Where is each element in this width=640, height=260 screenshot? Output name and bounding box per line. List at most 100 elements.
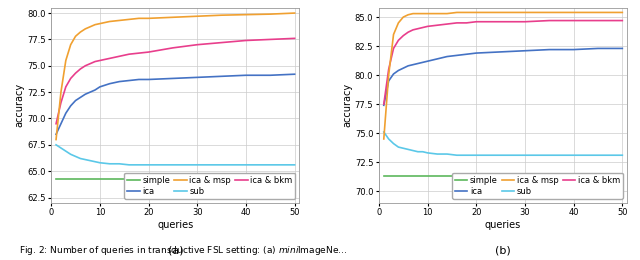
simple (594, 174, 602, 178)
sub (497, 154, 504, 157)
ica & msp (218, 14, 225, 17)
sub (218, 163, 225, 166)
ica & msp (385, 74, 392, 77)
ica & msp (399, 16, 407, 19)
sub (414, 150, 422, 153)
ica & msp (77, 30, 84, 34)
sub (193, 163, 201, 166)
ica & msp (81, 27, 89, 30)
sub (385, 137, 392, 140)
ica (125, 79, 133, 82)
simple (77, 177, 84, 180)
ica & bkm (218, 41, 225, 44)
ica & bkm (497, 20, 504, 23)
sub (444, 152, 451, 155)
ica (218, 75, 225, 78)
ica & msp (291, 11, 298, 15)
ica & bkm (96, 59, 104, 62)
ica & msp (545, 11, 553, 14)
Y-axis label: accuracy: accuracy (14, 83, 24, 127)
Line: ica & bkm: ica & bkm (384, 21, 622, 104)
ica & bkm (169, 46, 177, 49)
sub (145, 163, 152, 166)
simple (106, 177, 113, 180)
ica & bkm (409, 28, 417, 31)
ica (291, 73, 298, 76)
ica & bkm (135, 51, 143, 55)
ica (62, 112, 70, 115)
simple (62, 177, 70, 180)
simple (472, 174, 480, 178)
ica & bkm (463, 21, 470, 24)
simple (52, 177, 60, 180)
simple (419, 174, 427, 178)
sub (618, 154, 626, 157)
ica & msp (390, 33, 397, 36)
ica (399, 67, 407, 70)
simple (409, 174, 417, 178)
ica & bkm (106, 57, 113, 60)
Y-axis label: accuracy: accuracy (342, 83, 352, 127)
Legend: simple, ica, ica & msp, sub, ica & bkm: simple, ica, ica & msp, sub, ica & bkm (452, 173, 623, 199)
ica & msp (463, 11, 470, 14)
simple (404, 174, 412, 178)
Line: ica & msp: ica & msp (56, 13, 294, 140)
sub (453, 154, 461, 157)
simple (414, 174, 422, 178)
sub (77, 157, 84, 160)
ica & bkm (594, 19, 602, 22)
ica (52, 133, 60, 136)
ica (169, 77, 177, 80)
ica & bkm (404, 31, 412, 34)
ica & msp (125, 18, 133, 21)
sub (399, 147, 407, 150)
sub (91, 160, 99, 163)
ica & msp (472, 11, 480, 14)
ica & msp (380, 137, 388, 140)
ica & msp (424, 12, 431, 15)
sub (472, 154, 480, 157)
ica (145, 78, 152, 81)
X-axis label: queries: queries (157, 220, 193, 230)
ica & bkm (453, 21, 461, 24)
sub (115, 162, 123, 165)
ica & bkm (266, 38, 274, 41)
ica (72, 99, 79, 102)
Text: Fig. 2: Number of queries in transductive FSL setting: (a) $mini$ImageNe...: Fig. 2: Number of queries in transductiv… (19, 244, 348, 257)
ica (594, 47, 602, 50)
ica & msp (242, 13, 250, 16)
ica & msp (414, 12, 422, 15)
ica (453, 54, 461, 57)
ica (409, 63, 417, 66)
simple (394, 174, 402, 178)
ica (96, 85, 104, 88)
ica & bkm (72, 72, 79, 75)
ica & bkm (385, 68, 392, 71)
simple (266, 177, 274, 180)
ica & bkm (570, 19, 577, 22)
simple (497, 174, 504, 178)
simple (545, 174, 553, 178)
ica & bkm (419, 26, 427, 29)
ica (424, 60, 431, 63)
ica & msp (497, 11, 504, 14)
sub (419, 150, 427, 153)
sub (169, 163, 177, 166)
sub (409, 149, 417, 152)
simple (96, 177, 104, 180)
sub (463, 154, 470, 157)
ica (193, 76, 201, 79)
ica & bkm (86, 62, 94, 65)
simple (385, 174, 392, 178)
ica & msp (570, 11, 577, 14)
sub (291, 163, 298, 166)
sub (52, 143, 60, 146)
ica (414, 62, 422, 65)
ica & bkm (444, 22, 451, 25)
Text: (b): (b) (495, 246, 511, 256)
ica & msp (135, 17, 143, 20)
ica (77, 96, 84, 99)
ica (463, 53, 470, 56)
ica & bkm (81, 64, 89, 67)
sub (106, 162, 113, 165)
